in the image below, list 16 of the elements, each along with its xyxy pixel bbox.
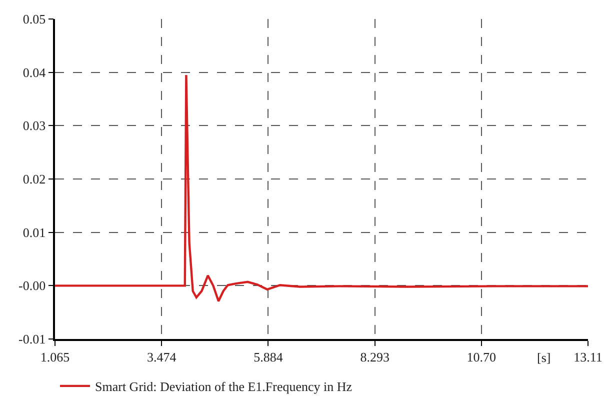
- x-tick-label: 8.293: [360, 349, 390, 364]
- x-tick-label: 5.884: [254, 349, 284, 364]
- x-tick-label: 10.70: [466, 349, 496, 364]
- line-series: [55, 74, 588, 302]
- y-tick-label: 0.04: [22, 64, 46, 80]
- x-tick-label: 1.065: [40, 349, 70, 364]
- y-tick-label: 0.05: [22, 12, 46, 27]
- y-tick-label: 0.02: [22, 172, 46, 187]
- x-tick-label: 3.474: [146, 349, 177, 364]
- x-axis-title: [s]: [537, 350, 551, 365]
- y-tick-label: -0.00: [18, 278, 46, 294]
- y-tick-label: -0.01: [18, 332, 46, 347]
- y-tick-label: 0.01: [22, 224, 46, 240]
- x-tick-label: 13.11: [574, 349, 602, 364]
- legend-label: Smart Grid: Deviation of the E1.Frequency in Hz: [95, 379, 352, 394]
- y-tick-label: 0.03: [22, 118, 46, 134]
